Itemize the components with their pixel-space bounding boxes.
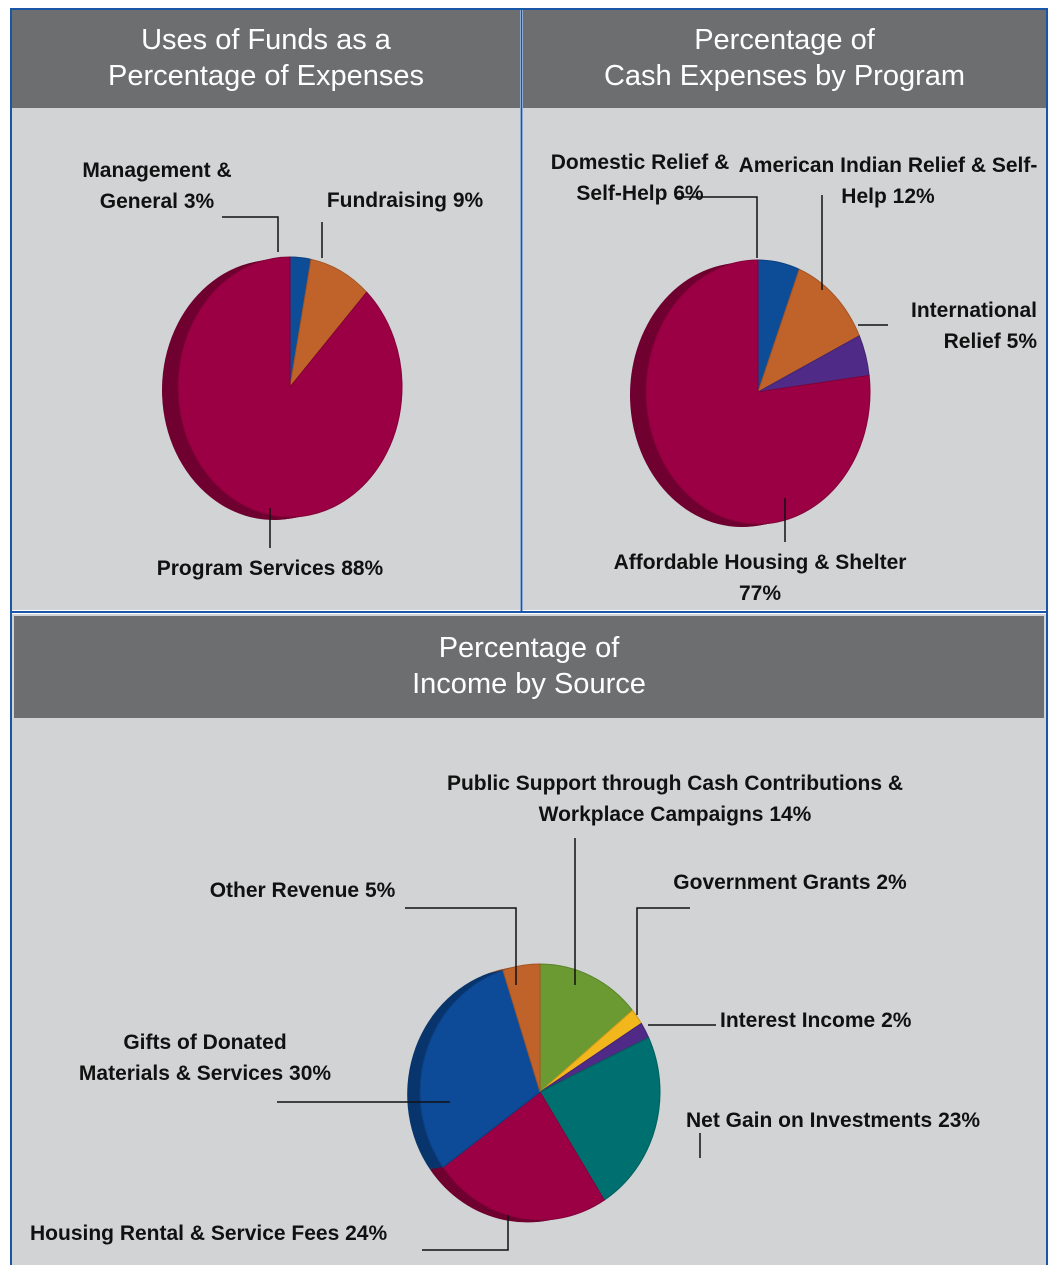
slice-value: 30% <box>289 1062 332 1085</box>
panel-title: Uses of Funds as a Percentage of Expenses <box>12 22 520 94</box>
slice-value: 5% <box>364 879 396 902</box>
slice-value: 88% <box>341 557 384 580</box>
panel-header <box>14 616 1044 718</box>
slice-name: Other Revenue <box>209 879 360 902</box>
slice-value: 3% <box>183 190 215 213</box>
slice-name: Fundraising <box>326 189 447 212</box>
slice-value: 77% <box>738 582 782 605</box>
slice-label: Government Grants 2% <box>645 867 935 898</box>
slice-value: 6% <box>673 182 704 205</box>
slice-name: American Indian Relief & Self-Help <box>738 154 1038 208</box>
slice-label: Other Revenue 5% <box>190 875 415 906</box>
slice-name: Government Grants <box>673 871 871 894</box>
slice-label: Interest Income 2% <box>720 1005 960 1036</box>
frame <box>10 8 1048 1265</box>
slice <box>645 259 871 525</box>
slice-value: 14% <box>769 803 812 826</box>
slice-value: 5% <box>1006 330 1037 353</box>
slice-label: Fundraising 9% <box>305 185 505 216</box>
slice-label: Domestic Relief & Self-Help 6% <box>535 147 745 209</box>
slice-value: 2% <box>881 1009 912 1032</box>
title-line: Percentage of <box>438 632 620 664</box>
slice-label: International Relief 5% <box>862 295 1037 357</box>
slice-name: Program Services <box>156 557 336 580</box>
leader-line <box>636 907 690 1015</box>
slice-value: 12% <box>892 185 935 208</box>
panel-header <box>12 10 520 108</box>
slice-name: Public Support through Cash Contribution… <box>446 772 904 826</box>
slice-value: 2% <box>876 871 907 894</box>
slice-value: 24% <box>345 1222 388 1245</box>
slice <box>539 963 634 1094</box>
slice-name: Interest Income <box>720 1009 876 1032</box>
leader-line <box>676 196 758 258</box>
slice-label: Public Support through Cash Contribution… <box>420 768 930 830</box>
panel-title: Percentage of Cash Expenses by Program <box>523 22 1046 94</box>
slice <box>539 1036 661 1201</box>
panel-title: Percentage of Income by Source <box>14 630 1044 702</box>
slice-label: Program Services 88% <box>120 553 420 584</box>
slice <box>757 268 860 394</box>
leader-line <box>405 907 517 985</box>
leader-line <box>222 216 279 252</box>
slice <box>502 963 541 1093</box>
slice-label: Affordable Housing & Shelter 77% <box>610 547 910 609</box>
leader-line <box>422 1215 509 1251</box>
slice-name: Housing Rental & Service Fees <box>30 1222 340 1245</box>
slice <box>419 969 541 1168</box>
slice-name: Domestic Relief & Self-Help <box>550 151 730 205</box>
slice-label: Housing Rental & Service Fees 24% <box>30 1218 450 1249</box>
title-line: Cash Expenses by Program <box>603 60 966 92</box>
slice <box>442 1091 605 1221</box>
slice <box>177 256 403 518</box>
slice-label: American Indian Relief & Self-Help 12% <box>738 150 1038 212</box>
slice-label: Gifts of Donated Materials & Services 30… <box>75 1027 335 1089</box>
title-line: Percentage of Expenses <box>108 60 424 92</box>
slice-name: Management & General <box>82 159 232 213</box>
slice-label: Net Gain on Investments 23% <box>686 1105 1036 1136</box>
title-line: Uses of Funds as a <box>141 24 391 56</box>
slice-name: Gifts of Donated Materials & Services <box>78 1031 287 1085</box>
title-line: Income by Source <box>412 668 646 700</box>
slice-name: Net Gain on Investments <box>686 1109 933 1132</box>
slice-label: Management & General 3% <box>62 155 252 217</box>
title-line: Percentage of <box>694 24 875 56</box>
slice-value: 23% <box>938 1109 981 1132</box>
slice-name: Affordable Housing & Shelter <box>613 551 907 574</box>
slice-name: International Relief <box>910 299 1037 353</box>
slice-value: 9% <box>452 189 484 212</box>
panel-header <box>523 10 1046 108</box>
